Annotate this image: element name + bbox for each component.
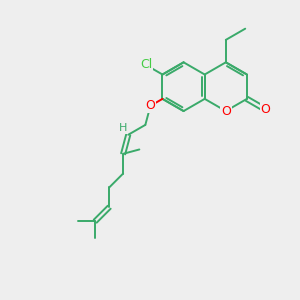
Text: O: O (146, 99, 155, 112)
Text: O: O (260, 103, 270, 116)
Text: O: O (221, 105, 231, 118)
Text: Cl: Cl (140, 58, 152, 71)
Text: H: H (119, 123, 127, 133)
